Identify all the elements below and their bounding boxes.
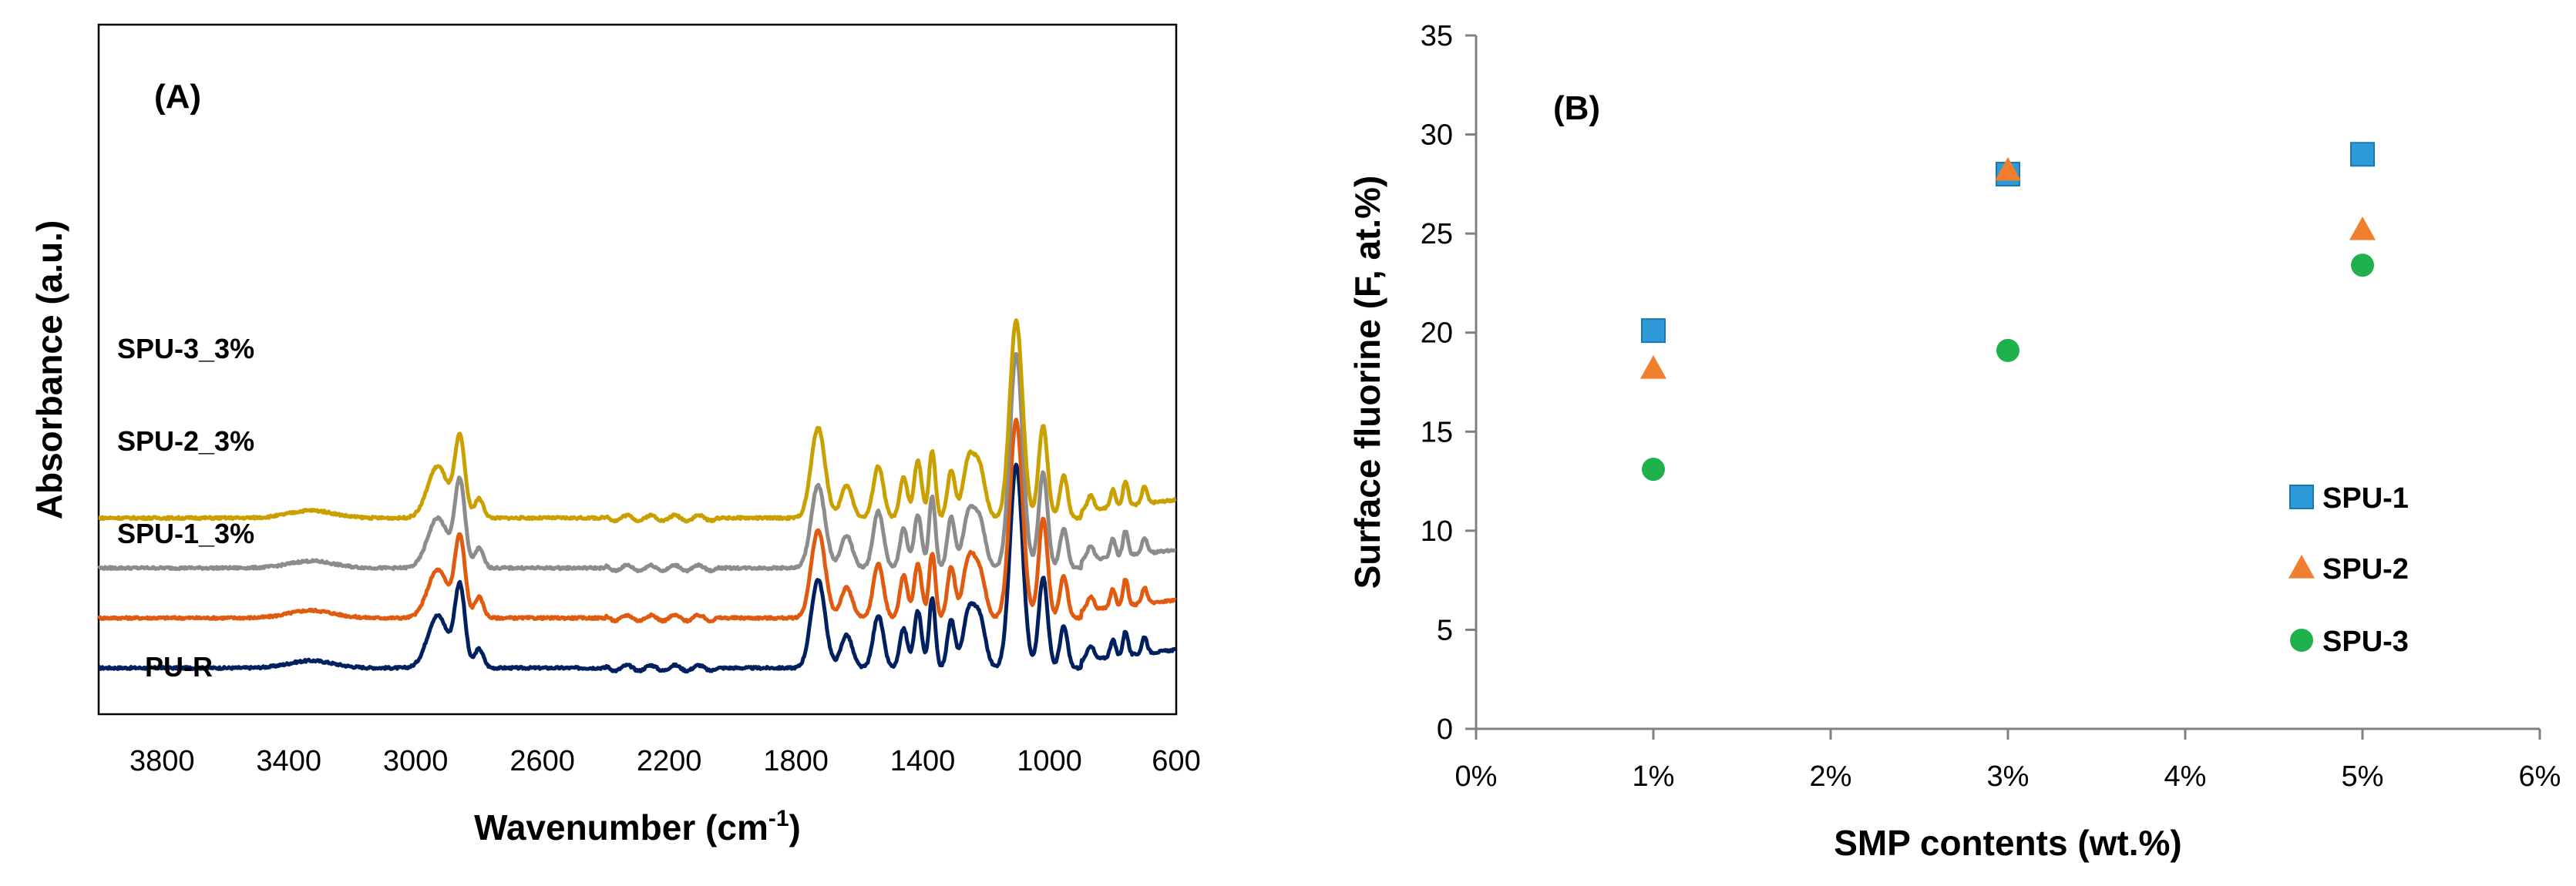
panel-b-data-points — [1640, 142, 2376, 482]
x-tick-label: 5% — [2342, 760, 2384, 793]
legend-marker-spu-1 — [2289, 485, 2314, 509]
x-tick-label: 1800 — [763, 745, 829, 777]
data-point-spu-1 — [1641, 318, 1666, 344]
x-tick-label: 1000 — [1017, 745, 1082, 777]
y-tick-label: 10 — [1421, 515, 1453, 548]
y-tick-label: 5 — [1437, 614, 1453, 646]
panel-a-x-tick-labels: 3800 3400 3000 2600 2200 1800 1400 1000 600 — [129, 745, 1201, 777]
x-tick-label: 2600 — [509, 745, 575, 777]
trace-label: SPU-3_3% — [117, 333, 254, 364]
panel-b-y-axis-title: Surface fluorine (F, at.%) — [1347, 176, 1387, 589]
x-tick-label: 600 — [1152, 745, 1200, 777]
y-tick-label: 20 — [1421, 317, 1453, 350]
x-tick-label: 3000 — [383, 745, 449, 777]
spectrum-line-spu-2-3- — [97, 351, 1177, 574]
trace-label: PU-R — [145, 651, 213, 683]
x-tick-label: 1% — [1633, 760, 1675, 793]
x-tick-label: 2% — [1810, 760, 1852, 793]
panel-a-ftir-chart: (A) PU-R SPU-1_3% SPU-2_3% SPU-3_3% 3800 340… — [29, 23, 1201, 847]
y-tick-label: 0 — [1437, 713, 1453, 746]
data-point-spu-2 — [2349, 216, 2376, 240]
spectrum-line-spu-3-3- — [97, 318, 1177, 524]
trace-label: SPU-2_3% — [117, 425, 254, 457]
x-tick-label: 6% — [2519, 760, 2561, 793]
panel-a-x-axis-title-end: ) — [789, 807, 801, 847]
y-tick-label: 15 — [1421, 416, 1453, 448]
y-tick-label: 30 — [1421, 119, 1453, 152]
x-tick-label: 1400 — [890, 745, 956, 777]
panel-a-x-axis-title-superscript: -1 — [768, 806, 789, 831]
data-point-spu-2 — [1640, 355, 1666, 379]
legend-marker-spu-3 — [2290, 629, 2313, 652]
panel-a-x-axis-title: Wavenumber (cm-1) — [474, 806, 801, 847]
spectrum-line-pu-r — [97, 462, 1177, 674]
x-tick-label: 0% — [1455, 760, 1498, 793]
legend-marker-spu-2 — [2288, 555, 2315, 579]
panel-a-x-axis-title-main: Wavenumber (cm — [474, 807, 768, 847]
data-point-spu-3 — [1642, 458, 1665, 482]
data-point-spu-1 — [2350, 142, 2375, 167]
data-point-spu-3 — [1996, 338, 2019, 362]
data-point-spu-3 — [2351, 253, 2374, 277]
x-tick-label: 3400 — [256, 745, 321, 777]
x-tick-label: 3800 — [129, 745, 195, 777]
panel-a-label: (A) — [154, 78, 201, 116]
y-tick-label: 35 — [1421, 20, 1453, 52]
panel-b-legend: SPU-1 SPU-2 SPU-3 — [2288, 482, 2409, 658]
legend-label-spu-2: SPU-2 — [2322, 553, 2409, 586]
panel-b-label: (B) — [1553, 89, 1600, 127]
x-tick-label: 4% — [2164, 760, 2207, 793]
panel-a-trace-labels: PU-R SPU-1_3% SPU-2_3% SPU-3_3% — [117, 333, 254, 683]
panel-a-y-axis-title: Absorbance (a.u.) — [29, 220, 69, 520]
y-tick-label: 25 — [1421, 218, 1453, 250]
data-point-spu-2 — [1995, 156, 2021, 181]
trace-label: SPU-1_3% — [117, 518, 254, 549]
panel-a-traces — [96, 318, 1177, 674]
panel-b-x-ticks: 0% 1% 2% 3% 4% 5% 6% — [1455, 729, 2561, 793]
panel-a-plot-frame — [97, 23, 1178, 716]
spectrum-line-spu-1-3- — [96, 418, 1177, 624]
panel-b-y-ticks: 0 5 10 15 20 25 30 35 — [1421, 20, 1476, 746]
legend-label-spu-3: SPU-3 — [2322, 626, 2409, 658]
x-tick-label: 3% — [1987, 760, 2030, 793]
panel-b-x-axis-title: SMP contents (wt.%) — [1834, 823, 2182, 863]
legend-label-spu-1: SPU-1 — [2322, 482, 2409, 515]
x-tick-label: 2200 — [637, 745, 702, 777]
